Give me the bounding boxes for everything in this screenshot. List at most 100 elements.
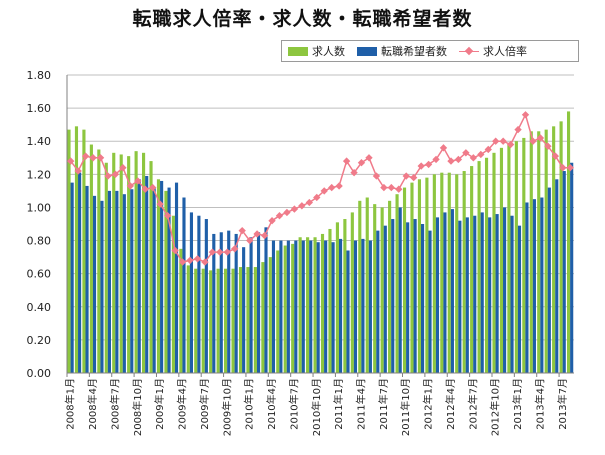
x-tick-label: 2009年4月 xyxy=(176,378,189,430)
ratio-point xyxy=(163,212,172,220)
bar-seekers xyxy=(368,240,372,373)
bar-jobs xyxy=(134,151,138,373)
bar-jobs xyxy=(507,144,511,373)
y-tick-label: 0.40 xyxy=(27,301,52,314)
ratio-point xyxy=(402,172,410,180)
bar-jobs xyxy=(373,204,377,373)
ratio-point xyxy=(320,187,328,195)
bar-jobs xyxy=(112,152,116,373)
legend: 求人数 転職希望者数 求人倍率 xyxy=(281,40,579,62)
y-tick-label: 1.60 xyxy=(27,102,52,115)
bar-seekers xyxy=(107,190,111,373)
bar-seekers xyxy=(85,185,89,373)
bar-seekers xyxy=(234,233,238,373)
bar-jobs xyxy=(127,156,131,373)
bar-seekers xyxy=(137,179,141,373)
bar-seekers xyxy=(316,242,320,373)
bar-jobs xyxy=(67,129,71,373)
ratio-point xyxy=(335,182,343,190)
legend-swatch-green xyxy=(288,46,308,56)
bar-seekers xyxy=(249,237,253,373)
ratio-point xyxy=(417,162,425,170)
bar-jobs xyxy=(313,237,317,373)
x-tick-label: 2009年1月 xyxy=(153,378,166,430)
bar-seekers xyxy=(547,187,551,373)
ratio-point xyxy=(178,258,187,266)
x-tick-label: 2008年10月 xyxy=(131,378,144,436)
ratio-point xyxy=(372,172,381,180)
bar-jobs xyxy=(179,248,183,373)
bar-jobs xyxy=(552,126,556,373)
ratio-point xyxy=(499,137,507,145)
ratio-point xyxy=(395,185,403,193)
bar-jobs xyxy=(402,187,407,373)
bar-seekers xyxy=(219,232,223,373)
bar-seekers xyxy=(78,172,82,373)
ratio-point xyxy=(216,248,224,256)
ratio-point xyxy=(328,183,336,192)
bar-seekers xyxy=(383,225,387,373)
y-tick-label: 1.40 xyxy=(27,135,52,148)
ratio-point xyxy=(514,125,522,134)
bar-seekers xyxy=(480,212,484,373)
x-tick-label: 2009年7月 xyxy=(198,378,211,430)
bar-seekers xyxy=(286,240,290,373)
bar-jobs xyxy=(522,137,526,373)
bar-jobs xyxy=(455,174,459,373)
bar-jobs xyxy=(440,172,444,373)
bar-jobs xyxy=(149,161,153,373)
ratio-point xyxy=(342,157,351,165)
ratio-point xyxy=(74,167,82,175)
ratio-point xyxy=(111,170,120,178)
bar-jobs xyxy=(514,141,518,373)
bar-jobs xyxy=(328,228,332,373)
x-tick-label: 2010年7月 xyxy=(287,378,300,430)
bar-seekers xyxy=(189,212,194,373)
bar-seekers xyxy=(331,242,335,373)
bar-seekers xyxy=(160,180,164,373)
ratio-point xyxy=(149,183,157,192)
bar-jobs xyxy=(417,179,422,373)
bar-seekers xyxy=(130,189,134,373)
bar-seekers xyxy=(271,240,276,373)
ratio-point xyxy=(305,198,314,207)
bar-seekers xyxy=(309,240,313,373)
bar-jobs xyxy=(171,215,175,373)
bar-seekers xyxy=(562,171,566,373)
bar-jobs xyxy=(537,131,541,373)
bar-jobs xyxy=(447,172,451,373)
bar-seekers xyxy=(182,197,186,373)
y-tick-label: 1.00 xyxy=(27,201,52,214)
bar-seekers xyxy=(435,217,440,373)
bar-seekers xyxy=(324,240,328,373)
x-tick-label: 2011年4月 xyxy=(355,378,368,430)
bar-seekers xyxy=(122,194,126,373)
ratio-point xyxy=(439,144,448,152)
bar-seekers xyxy=(540,197,544,373)
x-tick-label: 2012年10月 xyxy=(489,378,502,436)
bar-jobs xyxy=(82,129,86,373)
ratio-point xyxy=(447,157,455,165)
x-tick-label: 2013年7月 xyxy=(556,378,569,430)
y-tick-label: 1.80 xyxy=(27,69,52,82)
bar-seekers xyxy=(152,187,156,373)
ratio-point xyxy=(134,177,142,185)
bar-seekers xyxy=(145,175,149,373)
bar-seekers xyxy=(204,219,208,373)
x-tick-label: 2011年10月 xyxy=(399,378,412,436)
bar-seekers xyxy=(428,230,432,373)
y-tick-label: 1.20 xyxy=(27,168,52,181)
bar-jobs xyxy=(209,270,213,373)
x-tick-label: 2012年1月 xyxy=(422,378,435,430)
bar-seekers xyxy=(294,240,298,373)
ratio-point xyxy=(208,248,217,256)
x-tick-label: 2010年10月 xyxy=(310,378,323,436)
x-tick-label: 2013年1月 xyxy=(511,378,524,430)
bar-jobs xyxy=(425,177,429,373)
ratio-point xyxy=(566,164,574,172)
ratio-point xyxy=(156,200,164,208)
bar-jobs xyxy=(388,200,392,373)
bar-seekers xyxy=(256,232,261,373)
bar-jobs xyxy=(358,200,362,373)
ratio-point xyxy=(104,172,112,180)
